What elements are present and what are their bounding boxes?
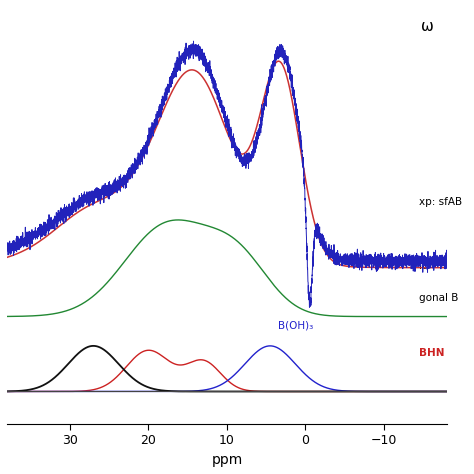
Text: BHN: BHN	[419, 348, 445, 358]
Text: xp: sfAB: xp: sfAB	[419, 198, 463, 208]
Text: it: it	[419, 261, 427, 271]
X-axis label: ppm: ppm	[211, 453, 243, 467]
Text: ω: ω	[421, 19, 434, 35]
Text: gonal B: gonal B	[419, 293, 459, 303]
Text: B(OH)₃: B(OH)₃	[278, 320, 313, 330]
